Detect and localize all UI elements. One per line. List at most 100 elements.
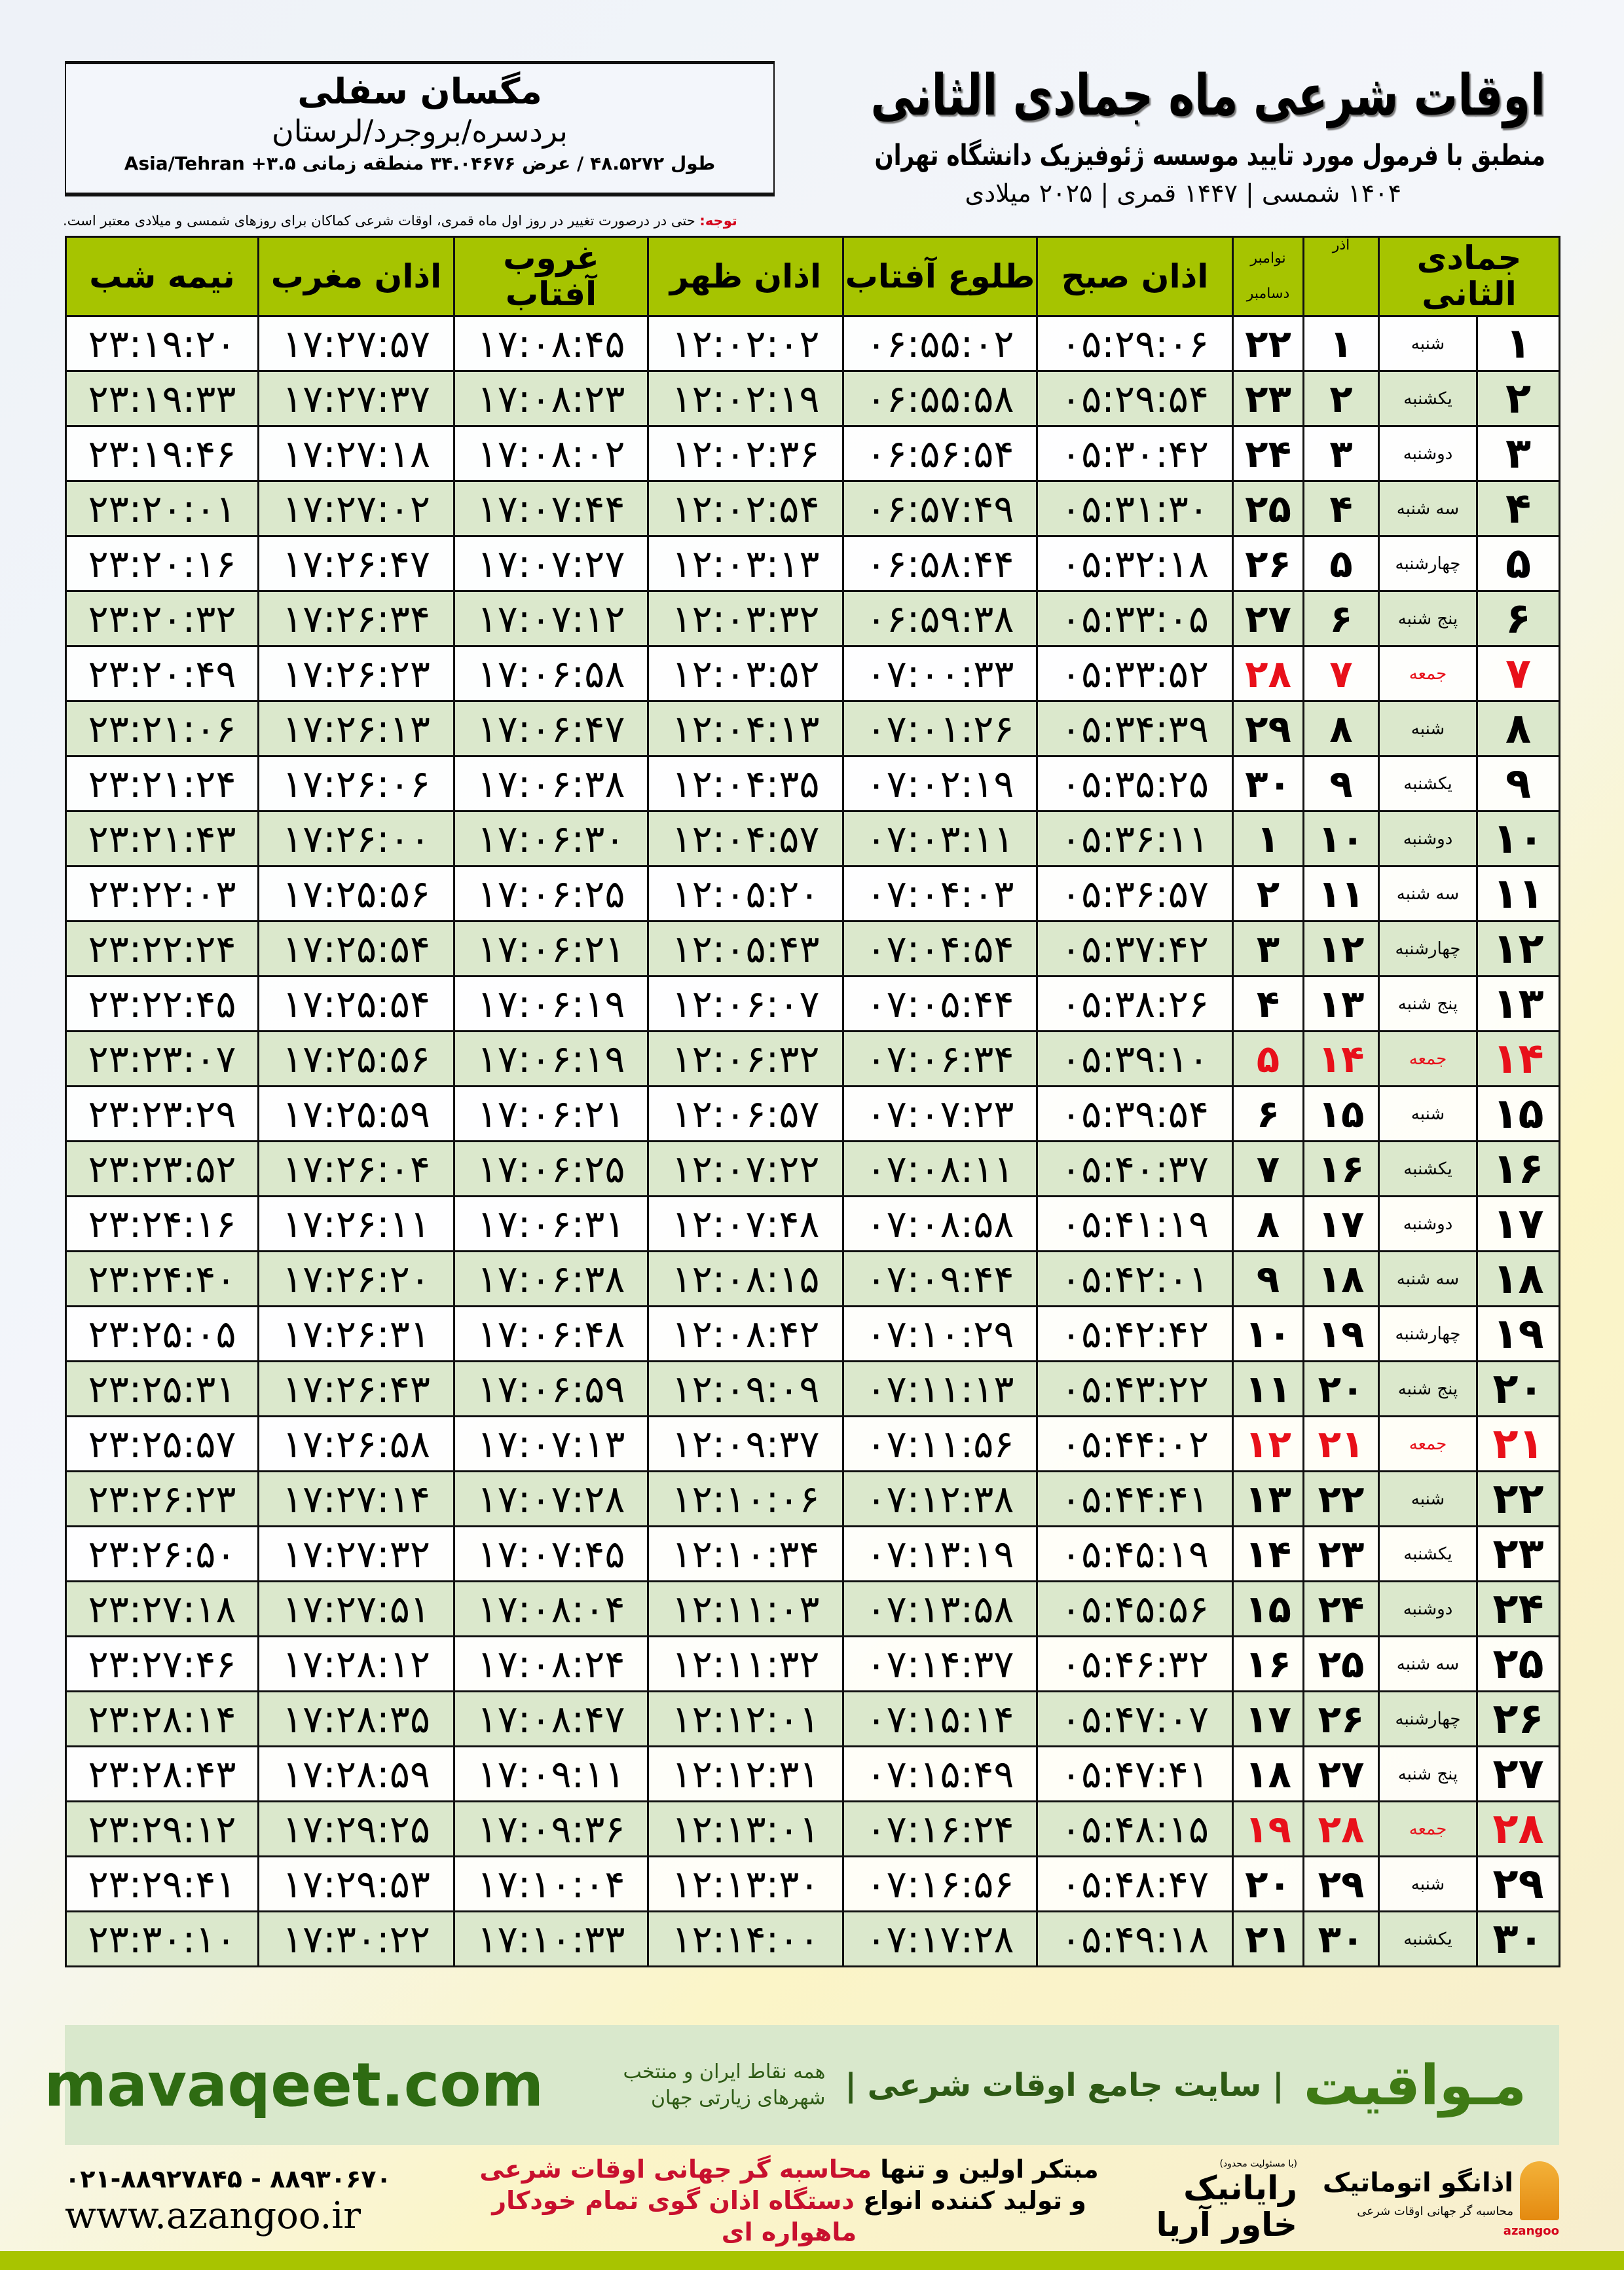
jumada-day: ۱۹ bbox=[1476, 1305, 1560, 1362]
website-link[interactable]: mavaqeet.com bbox=[44, 2050, 544, 2120]
gregorian-day: ۵ bbox=[1232, 1030, 1304, 1087]
dhuhr-time: ۱۲:۱۴:۰۰ bbox=[647, 1910, 844, 1967]
sunrise-time: ۰۷:۰۸:۱۱ bbox=[842, 1140, 1038, 1197]
table-row: ۲۰ پنج شنبه ۲۰ ۱۱ ۰۵:۴۳:۲۲ ۰۷:۱۱:۱۳ ۱۲:۰۹:۰۹ ۱۷… bbox=[65, 1360, 1560, 1417]
maghrib-time: ۱۷:۲۵:۵۴ bbox=[257, 920, 455, 977]
jumada-day: ۹ bbox=[1476, 755, 1560, 812]
fajr-time: ۰۵:۴۴:۴۱ bbox=[1036, 1470, 1234, 1527]
sunset-time: ۱۷:۰۸:۰۲ bbox=[453, 425, 649, 482]
gregorian-day: ۱۸ bbox=[1232, 1745, 1304, 1802]
dhuhr-time: ۱۲:۰۳:۱۳ bbox=[647, 535, 844, 592]
azangoo-website[interactable]: www.azangoo.ir bbox=[65, 2195, 361, 2237]
maghrib-time: ۱۷:۲۵:۵۴ bbox=[257, 975, 455, 1032]
gregorian-day: ۲۴ bbox=[1232, 425, 1304, 482]
maghrib-time: ۱۷:۲۶:۳۴ bbox=[257, 590, 455, 647]
maghrib-time: ۱۷:۲۷:۰۲ bbox=[257, 480, 455, 537]
table-row: ۸ شنبه ۸ ۲۹ ۰۵:۳۴:۳۹ ۰۷:۰۱:۲۶ ۱۲:۰۴:۱۳ ۱۷:۰۶:۴۷… bbox=[65, 700, 1560, 757]
sunset-time: ۱۷:۰۷:۱۳ bbox=[453, 1415, 649, 1472]
sunset-time: ۱۷:۰۹:۱۱ bbox=[453, 1745, 649, 1802]
dhuhr-time: ۱۲:۰۶:۰۷ bbox=[647, 975, 844, 1032]
azar-day: ۵ bbox=[1302, 535, 1380, 592]
sunset-time: ۱۷:۰۷:۱۲ bbox=[453, 590, 649, 647]
sunrise-time: ۰۶:۵۵:۰۲ bbox=[842, 315, 1038, 372]
table-row: ۲۹ شنبه ۲۹ ۲۰ ۰۵:۴۸:۴۷ ۰۷:۱۶:۵۶ ۱۲:۱۳:۳۰ ۱۷:۱۰:… bbox=[65, 1855, 1560, 1912]
sunrise-time: ۰۷:۰۶:۳۴ bbox=[842, 1030, 1038, 1087]
jumada-day: ۳ bbox=[1476, 425, 1560, 482]
midnight-time: ۲۳:۲۰:۴۹ bbox=[65, 645, 259, 702]
midnight-time: ۲۳:۲۵:۵۷ bbox=[65, 1415, 259, 1472]
note-label: توجه: bbox=[699, 213, 737, 229]
midnight-time: ۲۳:۲۰:۰۱ bbox=[65, 480, 259, 537]
gregorian-day: ۱۳ bbox=[1232, 1470, 1304, 1527]
azar-day: ۸ bbox=[1302, 700, 1380, 757]
maghrib-time: ۱۷:۲۷:۱۴ bbox=[257, 1470, 455, 1527]
weekday: جمعه bbox=[1378, 1030, 1478, 1087]
sunset-time: ۱۷:۰۶:۳۸ bbox=[453, 1250, 649, 1307]
weekday: شنبه bbox=[1378, 700, 1478, 757]
sunset-time: ۱۷:۰۹:۳۶ bbox=[453, 1800, 649, 1857]
fajr-time: ۰۵:۴۵:۵۶ bbox=[1036, 1580, 1234, 1637]
sunset-time: ۱۷:۰۸:۴۵ bbox=[453, 315, 649, 372]
midnight-time: ۲۳:۲۶:۲۳ bbox=[65, 1470, 259, 1527]
weekday: چهارشنبه bbox=[1378, 535, 1478, 592]
table-row: ۶ پنج شنبه ۶ ۲۷ ۰۵:۳۳:۰۵ ۰۶:۵۹:۳۸ ۱۲:۰۳:۳۲ ۱۷:۰… bbox=[65, 590, 1560, 647]
sunset-time: ۱۷:۱۰:۳۳ bbox=[453, 1910, 649, 1967]
header-gregorian: نوامبر دسامبر bbox=[1232, 236, 1304, 317]
page-header: اوقات شرعی ماه جمادی الثانی منطبق با فرم… bbox=[825, 59, 1545, 210]
fajr-time: ۰۵:۳۷:۴۲ bbox=[1036, 920, 1234, 977]
midnight-time: ۲۳:۲۵:۰۵ bbox=[65, 1305, 259, 1362]
midnight-time: ۲۳:۲۷:۱۸ bbox=[65, 1580, 259, 1637]
maghrib-time: ۱۷:۲۶:۲۰ bbox=[257, 1250, 455, 1307]
weekday: یکشنبه bbox=[1378, 370, 1478, 427]
weekday: پنج شنبه bbox=[1378, 975, 1478, 1032]
fajr-time: ۰۵:۴۲:۴۲ bbox=[1036, 1305, 1234, 1362]
azangoo-logo: اذانگو اتوماتیک محاسبه گر جهانی اوقات شر… bbox=[1317, 2161, 1559, 2240]
gregorian-day: ۲۹ bbox=[1232, 700, 1304, 757]
maghrib-time: ۱۷:۲۶:۱۳ bbox=[257, 700, 455, 757]
note: توجه: حتی در درصورت تغییر در روز اول ماه… bbox=[63, 213, 777, 229]
weekday: جمعه bbox=[1378, 1800, 1478, 1857]
jumada-day: ۲۳ bbox=[1476, 1525, 1560, 1582]
gregorian-day: ۱۰ bbox=[1232, 1305, 1304, 1362]
midnight-time: ۲۳:۲۳:۲۹ bbox=[65, 1085, 259, 1142]
midnight-time: ۲۳:۳۰:۱۰ bbox=[65, 1910, 259, 1967]
azar-day: ۱۲ bbox=[1302, 920, 1380, 977]
table-row: ۱۳ پنج شنبه ۱۳ ۴ ۰۵:۳۸:۲۶ ۰۷:۰۵:۴۴ ۱۲:۰۶:۰۷ ۱۷:… bbox=[65, 975, 1560, 1032]
fajr-time: ۰۵:۴۷:۰۷ bbox=[1036, 1690, 1234, 1747]
maghrib-time: ۱۷:۲۶:۰۴ bbox=[257, 1140, 455, 1197]
fajr-time: ۰۵:۴۸:۱۵ bbox=[1036, 1800, 1234, 1857]
dhuhr-time: ۱۲:۰۲:۱۹ bbox=[647, 370, 844, 427]
azar-day: ۴ bbox=[1302, 480, 1380, 537]
jumada-day: ۲۴ bbox=[1476, 1580, 1560, 1637]
midnight-time: ۲۳:۲۸:۱۴ bbox=[65, 1690, 259, 1747]
sunrise-time: ۰۶:۵۸:۴۴ bbox=[842, 535, 1038, 592]
dhuhr-time: ۱۲:۱۲:۰۱ bbox=[647, 1690, 844, 1747]
header-azar: آذر bbox=[1302, 236, 1380, 317]
azar-day: ۱۷ bbox=[1302, 1195, 1380, 1252]
midnight-time: ۲۳:۲۳:۵۲ bbox=[65, 1140, 259, 1197]
dhuhr-time: ۱۲:۰۹:۰۹ bbox=[647, 1360, 844, 1417]
header-november: نوامبر bbox=[1250, 250, 1286, 267]
jumada-day: ۲۲ bbox=[1476, 1470, 1560, 1527]
dhuhr-time: ۱۲:۰۸:۴۲ bbox=[647, 1305, 844, 1362]
jumada-day: ۲۱ bbox=[1476, 1415, 1560, 1472]
jumada-day: ۸ bbox=[1476, 700, 1560, 757]
fajr-time: ۰۵:۴۸:۴۷ bbox=[1036, 1855, 1234, 1912]
azar-day: ۱۵ bbox=[1302, 1085, 1380, 1142]
gregorian-day: ۱۶ bbox=[1232, 1635, 1304, 1692]
sunset-time: ۱۷:۰۶:۴۸ bbox=[453, 1305, 649, 1362]
jumada-day: ۱۸ bbox=[1476, 1250, 1560, 1307]
azar-day: ۲۳ bbox=[1302, 1525, 1380, 1582]
dhuhr-time: ۱۲:۰۲:۳۶ bbox=[647, 425, 844, 482]
dhuhr-time: ۱۲:۰۷:۲۲ bbox=[647, 1140, 844, 1197]
banner-subslogan: همه نقاط ایران و منتخب شهرهای زیارتی جها… bbox=[623, 2060, 826, 2110]
gregorian-day: ۱۹ bbox=[1232, 1800, 1304, 1857]
maghrib-time: ۱۷:۲۷:۵۷ bbox=[257, 315, 455, 372]
sunset-time: ۱۷:۰۷:۴۵ bbox=[453, 1525, 649, 1582]
jumada-day: ۱۴ bbox=[1476, 1030, 1560, 1087]
fajr-time: ۰۵:۳۲:۱۸ bbox=[1036, 535, 1234, 592]
gregorian-day: ۲ bbox=[1232, 865, 1304, 922]
jumada-day: ۱۱ bbox=[1476, 865, 1560, 922]
sunset-time: ۱۷:۰۶:۲۵ bbox=[453, 1140, 649, 1197]
maghrib-time: ۱۷:۲۷:۱۸ bbox=[257, 425, 455, 482]
